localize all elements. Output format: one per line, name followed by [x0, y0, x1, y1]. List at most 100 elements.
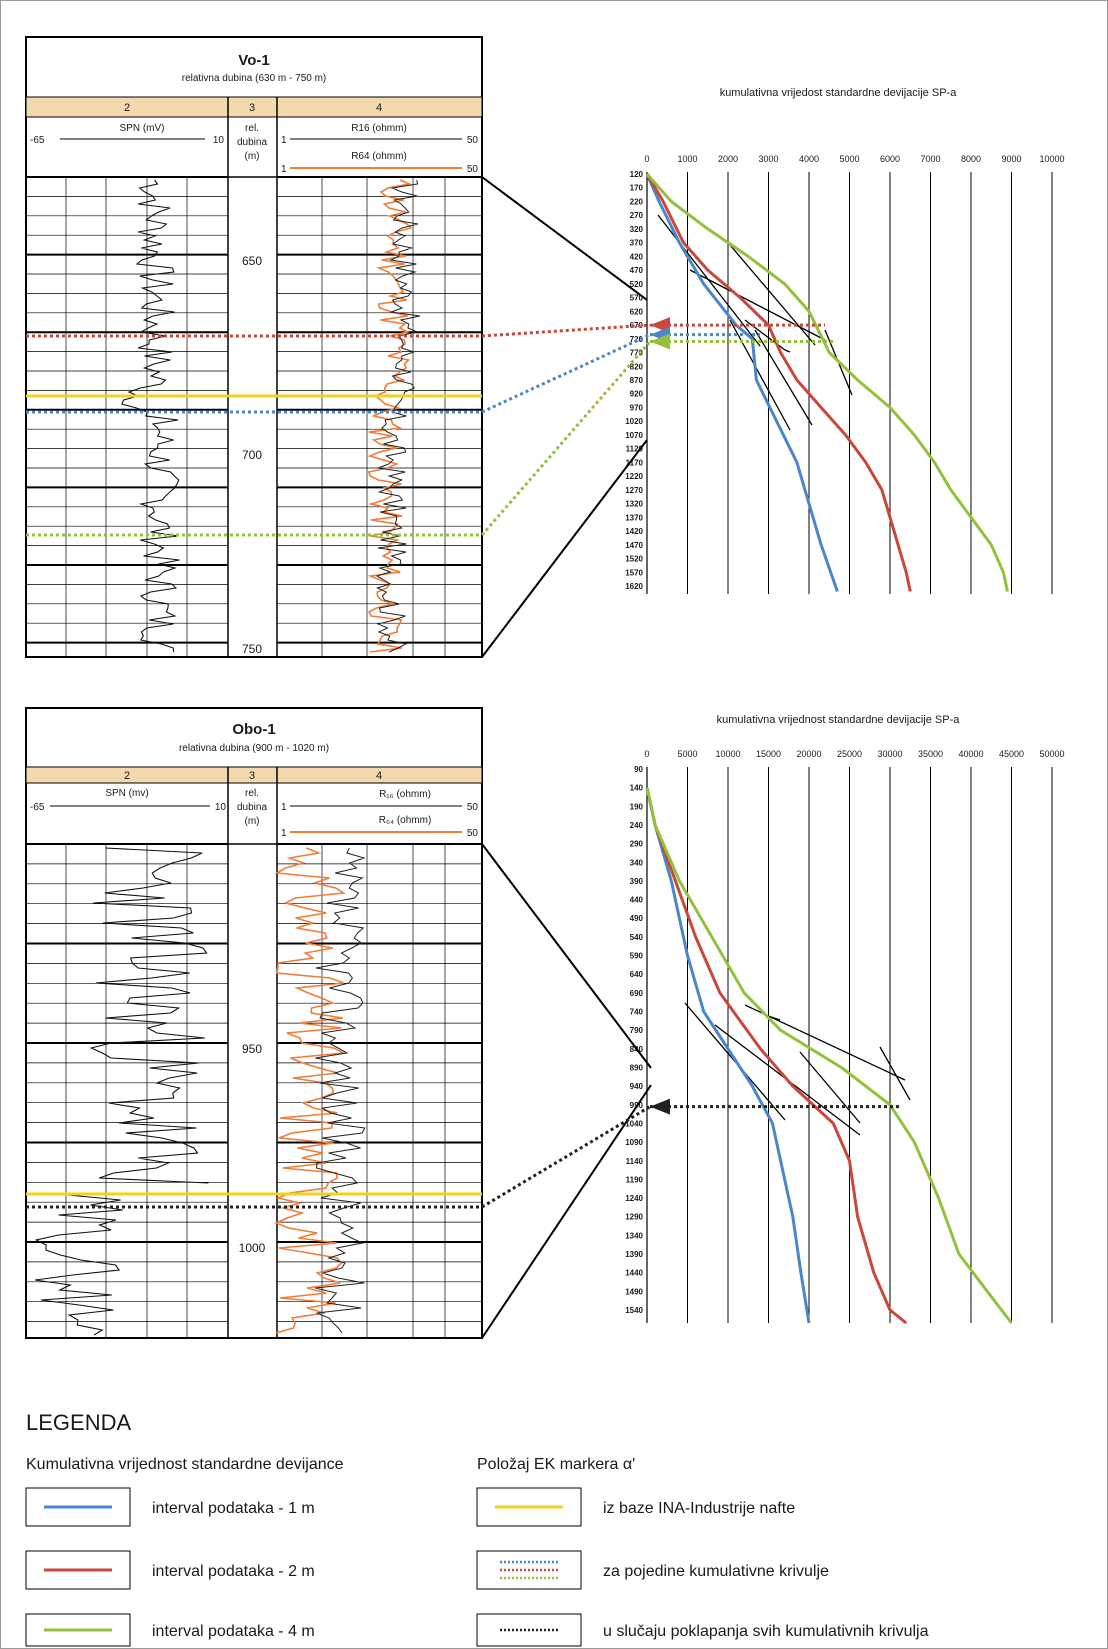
y-tick-label: 270	[630, 211, 644, 220]
r2-max: 50	[467, 828, 479, 839]
depth-header-2: dubina	[237, 802, 267, 813]
depth-header-3: (m)	[245, 151, 260, 162]
sp-min: -65	[30, 135, 45, 146]
x-tick-label: 3000	[758, 154, 778, 164]
depth-label-950: 950	[242, 1042, 262, 1056]
r1-min: 1	[281, 135, 287, 146]
x-tick-label: 25000	[837, 749, 862, 759]
legend-swatch-blue	[25, 1487, 131, 1527]
y-tick-label: 570	[630, 294, 644, 303]
fit-line	[754, 329, 813, 426]
sp-max: 10	[215, 802, 227, 813]
y-tick-label: 1340	[625, 1231, 643, 1240]
y-tick-label: 1090	[625, 1138, 643, 1147]
y-tick-label: 120	[630, 170, 644, 179]
y-tick-label: 1370	[625, 513, 643, 522]
series-line-red	[645, 173, 912, 592]
y-tick-label: 1170	[626, 458, 644, 467]
legend-label-individual: za pojedine kumulativne krivulje	[603, 1563, 829, 1580]
fit-line	[799, 1051, 861, 1124]
y-tick-label: 590	[630, 952, 644, 961]
y-tick-label: 1240	[625, 1194, 643, 1203]
y-tick-label: 440	[630, 896, 644, 905]
sp-curve	[34, 1194, 123, 1336]
x-tick-label: 6000	[880, 154, 900, 164]
column-number-header	[25, 766, 483, 784]
y-tick-label: 970	[630, 403, 644, 412]
x-tick-label: 9000	[1001, 154, 1021, 164]
r16-curve	[315, 847, 366, 1334]
y-tick-label: 1490	[625, 1287, 643, 1296]
sp-min: -65	[30, 802, 45, 813]
legend-swatch-dotted-multi	[476, 1550, 582, 1590]
y-tick-label: 770	[630, 349, 644, 358]
y-tick-label: 470	[630, 266, 644, 275]
y-tick-label: 1270	[625, 486, 643, 495]
x-tick-label: 30000	[877, 749, 902, 759]
y-tick-label: 520	[630, 280, 644, 289]
depth-label-650: 650	[242, 254, 262, 268]
sp-max: 10	[213, 135, 225, 146]
legend-label-all: u slučaju poklapanja svih kumulativnih k…	[603, 1623, 929, 1640]
col-number-4: 4	[376, 102, 382, 114]
r1-max: 50	[467, 802, 479, 813]
depth-range: relativna dubina (900 m - 1020 m)	[179, 743, 329, 754]
y-tick-label: 90	[634, 765, 643, 774]
legend-label-4m: interval podataka - 4 m	[152, 1623, 315, 1640]
sp-curve	[89, 847, 209, 1184]
r16-curve	[375, 179, 421, 653]
y-tick-label: 390	[630, 877, 644, 886]
fit-line	[729, 319, 791, 431]
y-tick-label: 1520	[625, 555, 643, 564]
depth-label-700: 700	[242, 448, 262, 462]
chart-title: kumulativna vrijedost standardne devijac…	[720, 87, 958, 99]
y-tick-label: 320	[630, 225, 644, 234]
y-tick-label: 1320	[625, 500, 643, 509]
y-tick-label: 220	[630, 197, 644, 206]
legend-right-heading: Položaj EK markera α'	[477, 1456, 635, 1473]
marker-red-connector	[481, 323, 651, 338]
x-tick-label: 5000	[839, 154, 859, 164]
x-tick-label: 5000	[677, 749, 697, 759]
cumulative-chart-2: kumulativna vrijednost standardne devija…	[625, 714, 1065, 1325]
r1-max: 50	[467, 135, 479, 146]
col-number-3: 3	[249, 102, 255, 114]
y-tick-label: 890	[630, 1063, 644, 1072]
log-panel-obo-1: Obo-1 relativna dubina (900 m - 1020 m) …	[25, 707, 483, 1339]
legend: LEGENDA Kumulativna vrijednost standardn…	[25, 1410, 929, 1647]
r1-min: 1	[281, 802, 287, 813]
series-line-blue	[645, 173, 839, 592]
x-tick-label: 40000	[958, 749, 983, 759]
y-tick-label: 240	[630, 821, 644, 830]
col-number-2: 2	[124, 102, 130, 114]
col-number-4: 4	[376, 770, 382, 782]
y-tick-label: 690	[630, 989, 644, 998]
log-border	[25, 36, 483, 658]
legend-label-ina: iz baze INA-Industrije nafte	[603, 1500, 795, 1517]
marker-black-connector	[481, 1105, 651, 1209]
y-tick-label: 290	[630, 840, 644, 849]
y-tick-label: 370	[630, 239, 644, 248]
y-tick-label: 1040	[625, 1119, 643, 1128]
y-tick-label: 1220	[625, 472, 643, 481]
legend-label-1m: interval podataka - 1 m	[152, 1500, 315, 1517]
x-tick-label: 35000	[918, 749, 943, 759]
y-tick-label: 1420	[625, 527, 643, 536]
depth-header-3: (m)	[245, 816, 260, 827]
marker-blue-connector	[481, 333, 651, 414]
x-tick-label: 45000	[999, 749, 1024, 759]
x-tick-label: 10000	[1039, 154, 1064, 164]
y-tick-label: 1620	[625, 582, 643, 591]
x-tick-label: 0	[644, 749, 649, 759]
y-tick-label: 140	[630, 784, 644, 793]
y-tick-label: 420	[630, 252, 644, 261]
y-tick-label: 820	[630, 362, 644, 371]
y-tick-label: 1440	[625, 1269, 643, 1278]
marker-lines	[26, 317, 900, 1209]
depth-header-1: rel.	[245, 123, 259, 134]
r2-label: R64 (ohmm)	[351, 151, 407, 162]
depth-header-1: rel.	[245, 788, 259, 799]
x-tick-label: 50000	[1039, 749, 1064, 759]
